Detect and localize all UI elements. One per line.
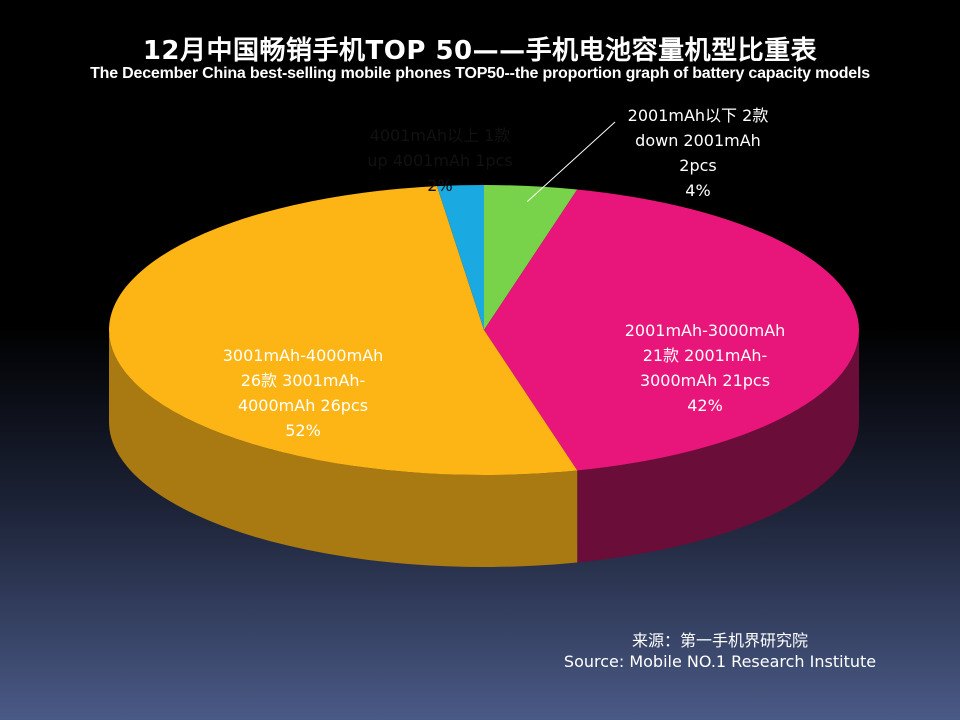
slice-label-2-line-3: 52%	[285, 421, 321, 440]
slice-label-3-line-2: 2%	[427, 176, 453, 195]
slice-label-1-line-2: 3000mAh 21pcs	[639, 371, 771, 390]
slice-label-1-line-3: 42%	[687, 396, 723, 415]
source-note: 来源：第一手机界研究院 Source: Mobile NO.1 Research…	[540, 630, 900, 672]
slice-label-2-line-0: 3001mAh-4000mAh	[222, 346, 384, 365]
source-line-en: Source: Mobile NO.1 Research Institute	[563, 652, 877, 671]
slice-label-0: 2001mAh以下 2款 down 2001mAh 2pcs 4%	[583, 103, 813, 203]
slice-label-2-line-1: 26款 3001mAh-	[240, 371, 366, 390]
pie-slice-1	[484, 189, 859, 471]
slice-label-0-line-3: 4%	[685, 181, 711, 200]
slice-label-3: 4001mAh以上 1款 up 4001mAh 1pcs 2%	[330, 123, 550, 198]
slice-label-2-line-2: 4000mAh 26pcs	[237, 396, 369, 415]
slice-label-3-line-1: up 4001mAh 1pcs	[367, 151, 513, 170]
source-line-zh: 来源：第一手机界研究院	[631, 631, 808, 650]
leader-line-slice-0	[526, 121, 616, 203]
pie-slice-2	[108, 186, 578, 476]
slice-label-0-line-1: down 2001mAh	[635, 131, 761, 150]
pie-side-2	[109, 330, 578, 567]
slice-label-1: 2001mAh-3000mAh 21款 2001mAh- 3000mAh 21p…	[590, 318, 820, 418]
slice-label-1-line-0: 2001mAh-3000mAh	[624, 321, 786, 340]
chart-subtitle: The December China best-selling mobile p…	[90, 65, 870, 82]
slice-label-3-line-0: 4001mAh以上 1款	[369, 126, 511, 145]
pie-side-1	[577, 330, 859, 563]
pie-slice-3	[437, 185, 484, 330]
slice-label-1-line-1: 21款 2001mAh-	[642, 346, 768, 365]
slice-label-0-line-0: 2001mAh以下 2款	[627, 106, 769, 125]
slice-label-2: 3001mAh-4000mAh 26款 3001mAh- 4000mAh 26p…	[183, 343, 423, 443]
pie-slice-0	[484, 185, 578, 330]
slice-label-0-line-2: 2pcs	[679, 156, 717, 175]
chart-title: 12月中国畅销手机TOP 50——手机电池容量机型比重表	[142, 36, 818, 66]
